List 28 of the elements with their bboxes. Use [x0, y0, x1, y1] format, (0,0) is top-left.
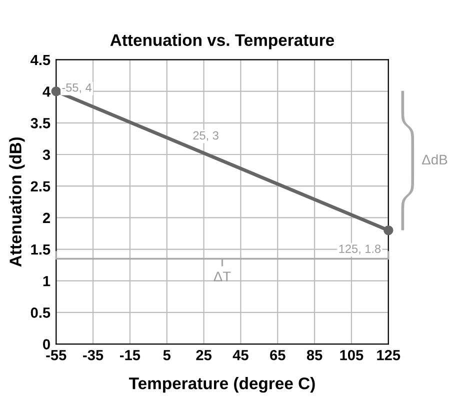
y-tick-label: 0.5: [30, 308, 50, 318]
y-tick-label: 3: [42, 150, 50, 160]
y-tick-label: 4: [42, 86, 50, 97]
y-tick-label: 4.5: [30, 54, 50, 66]
y-axis-title: Attenuation (dB): [9, 137, 25, 267]
x-tick-label: 65: [270, 350, 286, 360]
x-tick-label: 5: [163, 350, 171, 360]
x-tick-label: -15: [120, 350, 140, 360]
x-tick-label: -55: [46, 350, 66, 360]
y-tick-label: 1.5: [31, 244, 50, 255]
y-tick-label: 2: [42, 212, 50, 223]
x-tick-label: -35: [83, 350, 104, 360]
x-axis-title: Temperature (degree C): [129, 377, 315, 393]
y-tick-label: 0: [43, 339, 50, 350]
annotation: 25, 3: [193, 131, 218, 142]
annotation: 125, 1.8: [339, 244, 381, 254]
x-tick-label: 85: [306, 350, 322, 360]
y-tick-label: 1: [43, 276, 50, 286]
y-tick-label: 3.5: [30, 118, 50, 128]
x-tick-label: 25: [196, 350, 212, 360]
x-tick-label: 105: [340, 350, 364, 360]
annotation: -55, 4: [62, 84, 92, 94]
x-tick-label: 45: [232, 350, 248, 360]
x-tick-label: 125: [377, 350, 400, 360]
annotation: ΔT: [214, 272, 231, 282]
chart-title: Attenuation vs. Temperature: [110, 34, 334, 50]
y-tick-label: 2.5: [30, 181, 50, 192]
text: ΔdB: [422, 154, 448, 165]
